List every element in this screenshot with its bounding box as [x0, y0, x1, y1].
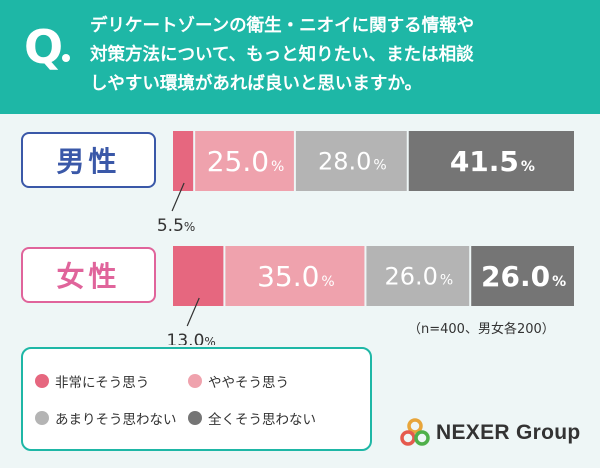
category-label-female: 女性	[21, 247, 156, 303]
legend-dot-somewhat-agree	[188, 374, 202, 388]
legend-label-strongly-disagree: 全くそう思わない	[208, 412, 316, 428]
value-label-male-1: 25.0%	[207, 145, 285, 178]
bar-male-0	[173, 131, 194, 191]
question-header: Q デリケートゾーンの衛生・ニオイに関する情報や 対策方法について、もっと知りた…	[0, 0, 600, 114]
chart-legend: 非常にそう思う ややそう思う あまりそう思わない 全くそう思わない	[21, 347, 372, 451]
value-label-female-3: 26.0%	[481, 260, 566, 293]
bar-male-1	[195, 131, 294, 191]
value-label-female-0: 13.0%	[167, 331, 216, 345]
bar-male-3	[408, 131, 574, 191]
stacked-bar-chart: 5.5% 25.0% 28.0% 41.5 % 13.0% 35.0% 26.0% 26.0%	[157, 131, 574, 345]
legend-dot-strongly-disagree	[188, 411, 202, 425]
legend-dot-somewhat-disagree	[35, 411, 49, 425]
legend-label-somewhat-disagree: あまりそう思わない	[55, 412, 177, 428]
legend-dot-strongly-agree	[35, 374, 49, 388]
legend-item-strongly-disagree: 全くそう思わない	[188, 408, 316, 428]
nexer-logo: NEXER Group	[400, 418, 580, 448]
legend-item-strongly-agree: 非常にそう思う	[35, 371, 149, 391]
value-label-male-3: 41.5%	[450, 145, 535, 178]
callout-line-female	[186, 297, 200, 327]
bar-female-3	[471, 246, 574, 306]
legend-item-somewhat-disagree: あまりそう思わない	[35, 408, 177, 428]
value-label-female-2: 26.0%	[384, 263, 453, 291]
bar-female-2	[366, 246, 470, 306]
value-label-male-2: 28.0%	[318, 148, 387, 176]
question-mark-dot	[62, 54, 70, 62]
question-mark: Q	[24, 20, 63, 74]
value-label-male-0: 5.5%	[157, 216, 195, 236]
legend-label-strongly-agree: 非常にそう思う	[55, 375, 150, 391]
legend-item-somewhat-agree: ややそう思う	[188, 371, 289, 391]
bar-male-2	[295, 131, 407, 191]
callout-line-male	[171, 182, 185, 212]
brand-name: NEXER Group	[436, 421, 581, 444]
bar-female-1	[225, 246, 365, 306]
category-label-male: 男性	[21, 132, 156, 188]
nexer-logo-icon	[400, 418, 430, 446]
question-line-3: しやすい環境があれば良いと思いますか。	[90, 74, 422, 94]
sample-note: （n=400、男女各200）	[408, 322, 555, 337]
bar-female-0	[173, 246, 224, 306]
question-text: デリケートゾーンの衛生・ニオイに関する情報や 対策方法について、もっと知りたい、…	[90, 12, 590, 99]
question-line-1: デリケートゾーンの衛生・ニオイに関する情報や	[90, 16, 475, 36]
question-line-2: 対策方法について、もっと知りたい、または相談	[90, 45, 474, 65]
value-label-female-1: 35.0%	[257, 260, 335, 293]
legend-label-somewhat-agree: ややそう思う	[208, 375, 289, 391]
